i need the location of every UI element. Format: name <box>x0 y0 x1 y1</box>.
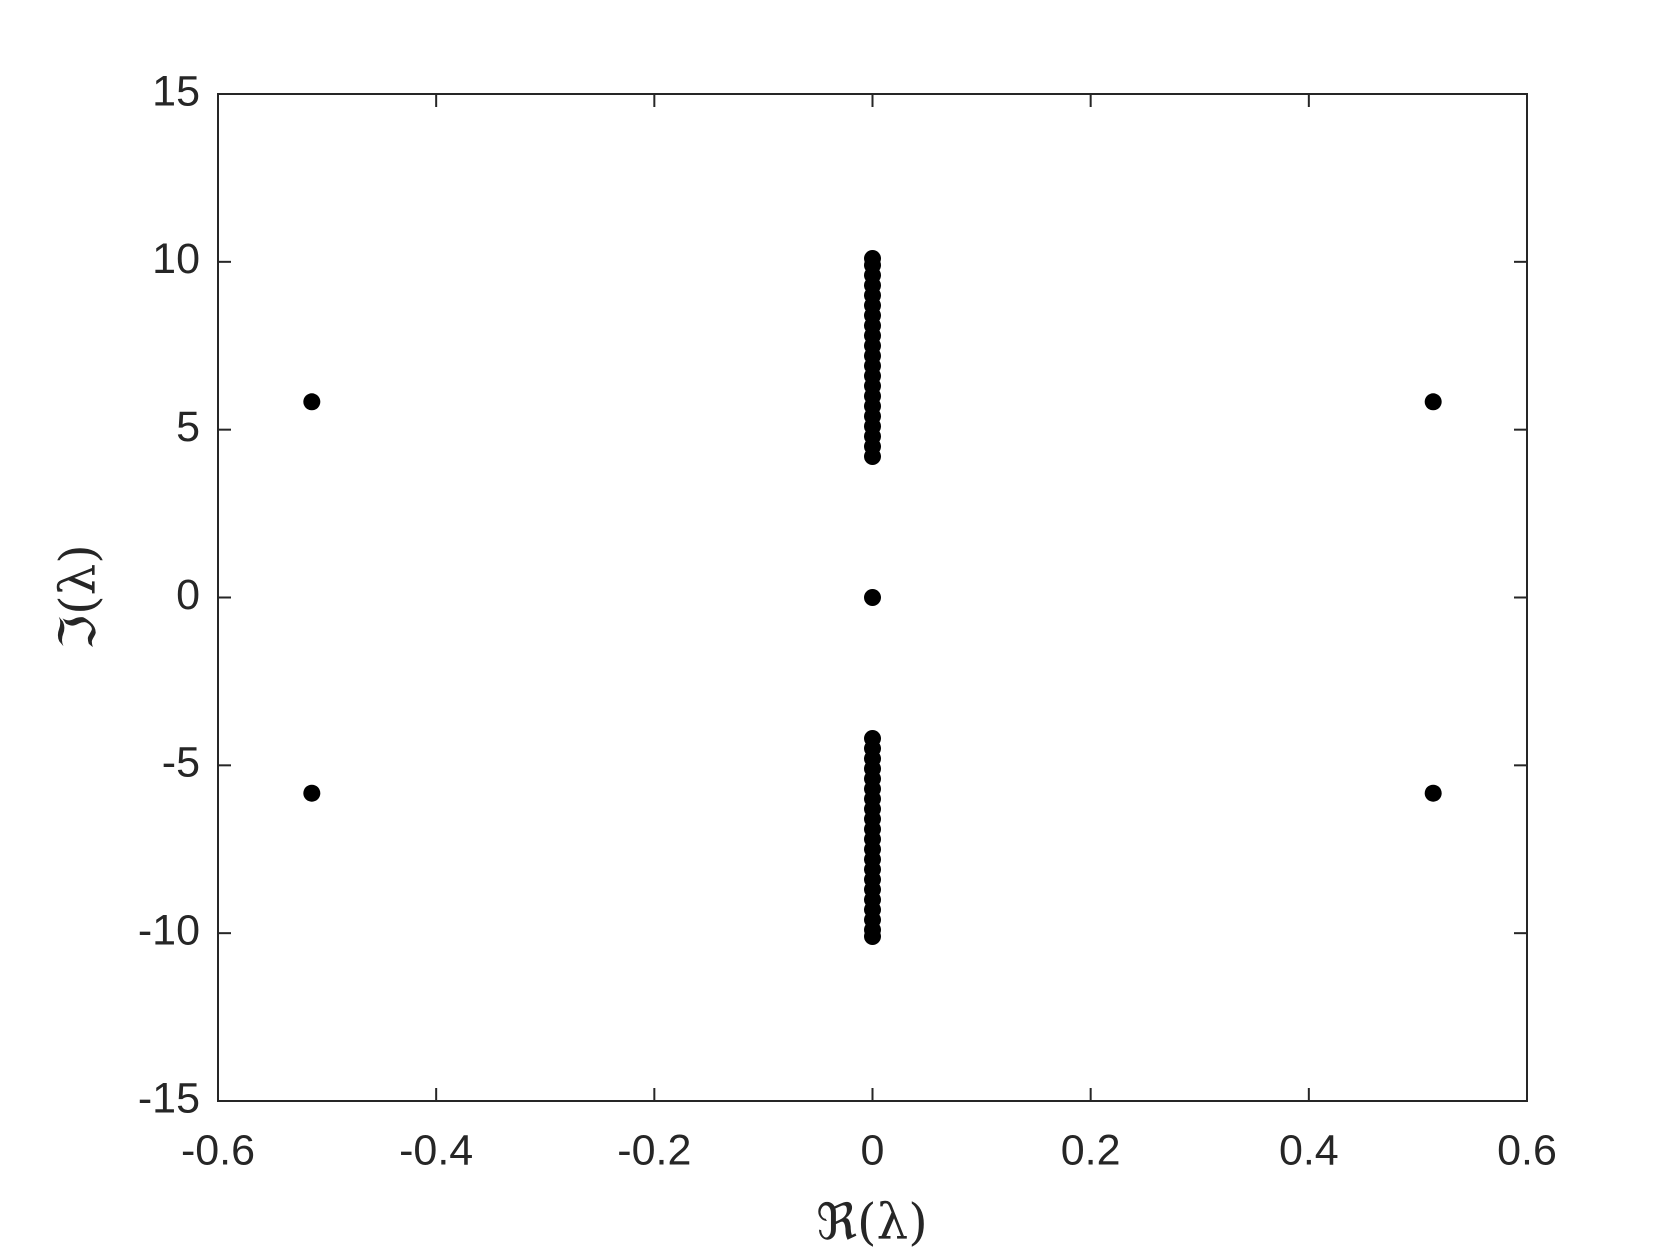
y-tick-label: 10 <box>152 235 200 283</box>
x-axis-label: ℜ(λ) <box>816 1193 927 1251</box>
x-tick-label: 0.6 <box>1497 1126 1557 1174</box>
point <box>1424 784 1442 802</box>
point <box>303 393 321 411</box>
y-tick-label: -15 <box>138 1074 200 1122</box>
x-tick-label: -0.4 <box>399 1126 473 1174</box>
y-tick-label: 15 <box>152 67 200 115</box>
point <box>864 249 881 267</box>
point <box>303 784 321 802</box>
x-tick-label: -0.2 <box>617 1126 691 1174</box>
y-tick-label: -5 <box>162 739 200 787</box>
x-tick-label: 0 <box>861 1126 885 1174</box>
x-tick-label: 0.2 <box>1061 1126 1121 1174</box>
x-tick-label: -0.6 <box>181 1126 255 1174</box>
y-axis-label: ℑ(λ) <box>49 544 107 650</box>
y-tick-label: 0 <box>176 571 200 619</box>
point <box>864 589 881 606</box>
point <box>864 928 881 946</box>
x-tick-label: 0.4 <box>1279 1126 1339 1174</box>
y-tick-label: -10 <box>138 907 200 955</box>
point <box>1424 393 1442 411</box>
y-tick-label: 5 <box>176 403 200 451</box>
